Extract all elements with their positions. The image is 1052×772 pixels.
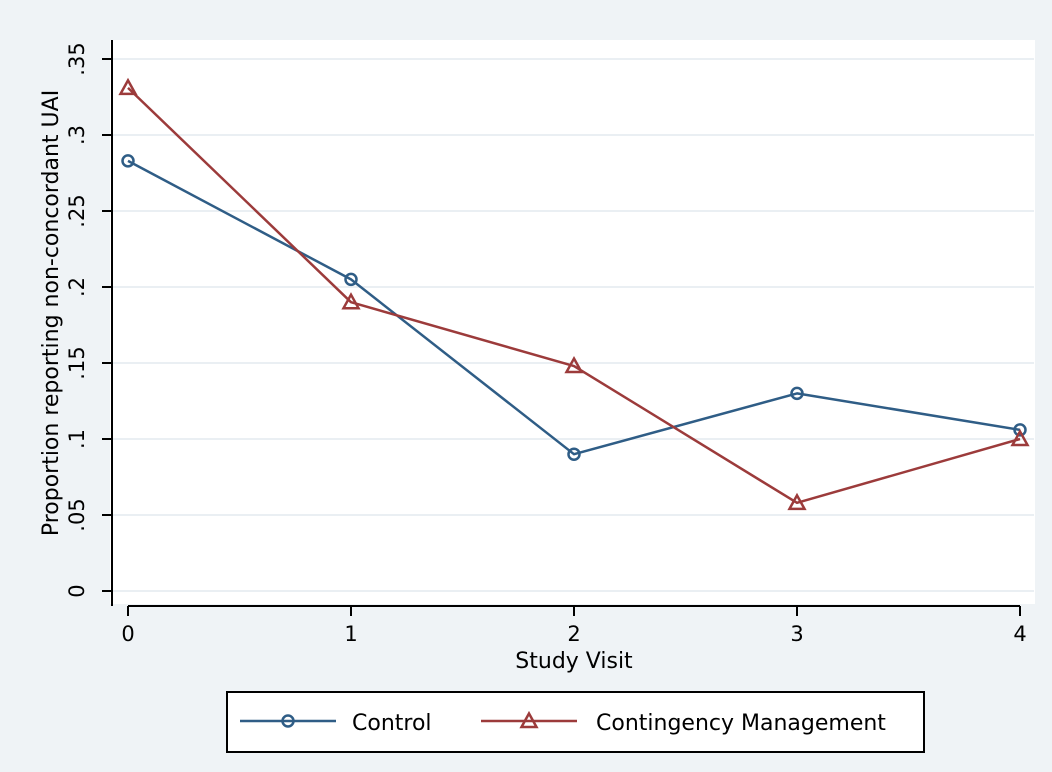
y-tick-label: .2 bbox=[65, 277, 89, 297]
x-tick-label: 0 bbox=[121, 622, 134, 646]
legend-cm-label: Contingency Management bbox=[596, 711, 886, 736]
y-tick-label: .15 bbox=[65, 346, 89, 379]
x-axis-title: Study Visit bbox=[515, 649, 633, 674]
y-tick-label: 0 bbox=[65, 584, 89, 597]
y-tick-label: .25 bbox=[65, 194, 89, 227]
data-point bbox=[787, 492, 807, 511]
x-tick-label: 2 bbox=[567, 622, 580, 646]
x-tick-label: 1 bbox=[344, 622, 357, 646]
series-contingency-management bbox=[118, 77, 1030, 511]
series-line bbox=[127, 86, 1021, 505]
y-ticks: 0 .05 .1 .15 .2 .25 .3 .35 bbox=[65, 42, 112, 598]
x-tick-label: 3 bbox=[790, 622, 803, 646]
series-control bbox=[121, 154, 1027, 461]
y-tick-label: .05 bbox=[65, 498, 89, 531]
data-point bbox=[118, 77, 138, 96]
legend-control-marker bbox=[281, 714, 295, 728]
y-axis-title: Proportion reporting non-concordant UAI bbox=[39, 90, 64, 536]
legend-cm-marker bbox=[519, 710, 539, 729]
data-point bbox=[1013, 423, 1027, 437]
legend: Control Contingency Management bbox=[226, 691, 925, 753]
data-point bbox=[790, 386, 804, 401]
data-point bbox=[1010, 428, 1030, 447]
grid bbox=[113, 58, 1034, 592]
data-point bbox=[567, 447, 581, 461]
data-point bbox=[344, 272, 358, 287]
legend-control-label: Control bbox=[352, 711, 432, 736]
series-line bbox=[127, 159, 1021, 456]
data-point bbox=[121, 154, 135, 168]
plot-area bbox=[110, 40, 1035, 604]
data-point bbox=[564, 355, 584, 374]
series-layer bbox=[118, 77, 1030, 511]
y-tick-label: .35 bbox=[65, 42, 89, 75]
data-point bbox=[341, 292, 361, 310]
y-tick-label: .1 bbox=[65, 429, 89, 449]
y-tick-label: .3 bbox=[65, 125, 89, 145]
x-ticks: 0 1 2 3 4 bbox=[121, 606, 1027, 646]
x-tick-label: 4 bbox=[1013, 622, 1026, 646]
